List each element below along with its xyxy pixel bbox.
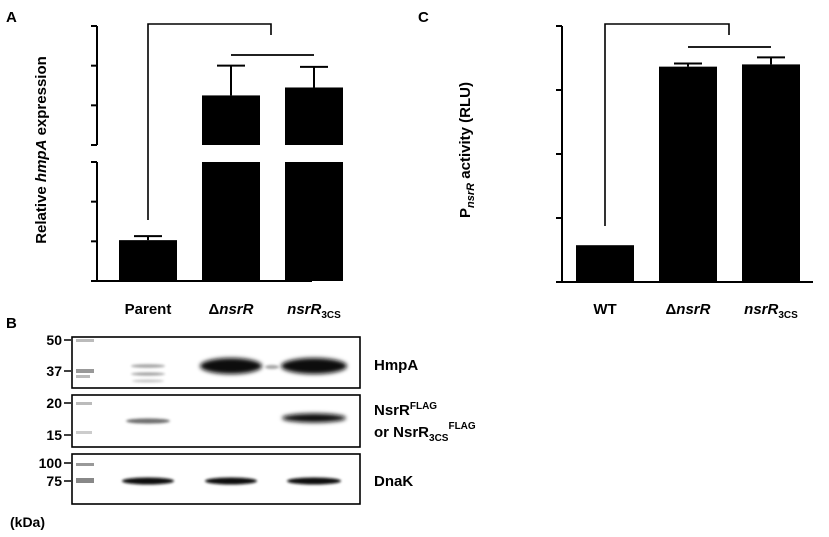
xlabel-main: nsrR [744, 301, 778, 318]
blot-band [205, 477, 257, 485]
chart-a-ylabel: Relative hmpA expression [33, 56, 50, 244]
chart-c-ylabel: PnsrR activity (RLU) [457, 82, 477, 218]
xlabel-main: WT [593, 301, 616, 318]
bar [576, 245, 634, 282]
blot-label-dnak: DnaK [374, 473, 413, 490]
blot-label-nsrr-3cs: or NsrR3CSFLAG [374, 421, 476, 444]
bar [202, 162, 260, 281]
blot-unit-label: (kDa) [10, 514, 45, 530]
hmpa-bands [131, 358, 347, 383]
marker-100: 100 [39, 455, 63, 471]
chart-c: PnsrR activity (RLU) WT ΔnsrR nsrR3CS [457, 23, 813, 321]
bar [202, 95, 260, 145]
chart-a-xlabel: Parent [125, 301, 172, 318]
ladder-band [76, 369, 94, 373]
bar [285, 162, 343, 281]
ladder-band [76, 339, 94, 342]
blot-band [282, 413, 346, 423]
chart-a-xlabel: ΔnsrR [209, 301, 254, 318]
panel-label-c: C [418, 9, 429, 26]
panel-label-b: B [6, 315, 17, 332]
marker-37: 37 [46, 363, 62, 379]
xlabel-main: nsrR [287, 301, 321, 318]
chart-c-xlabel: ΔnsrR [666, 301, 711, 318]
blot-band [265, 365, 279, 369]
chart-a-xlabel: nsrR3CS [287, 301, 341, 321]
blot-band [281, 358, 347, 374]
blot-label-hmpa: HmpA [374, 357, 418, 374]
xlabel-subscript: 3CS [778, 310, 798, 321]
xlabel-prefix: Δ [666, 301, 677, 318]
blot-band [131, 372, 165, 376]
xlabel-main: Parent [125, 301, 172, 318]
marker-50: 50 [46, 332, 62, 348]
bar [285, 87, 343, 145]
xlabel-main: nsrR [219, 301, 253, 318]
xlabel-subscript: 3CS [321, 310, 341, 321]
significance-bracket [604, 23, 730, 226]
bar [659, 66, 717, 282]
ladder-band [76, 431, 92, 434]
xlabel-prefix: Δ [209, 301, 220, 318]
ladder-band [76, 402, 92, 405]
blot-band [126, 418, 170, 424]
marker-75: 75 [46, 473, 62, 489]
western-blot: 50 37 HmpA 20 15 NsrRFLAG or NsrR3CSFLAG… [10, 332, 476, 530]
chart-c-xlabel: nsrR3CS [744, 301, 798, 321]
blot-band [132, 379, 164, 383]
significance-bracket [147, 23, 272, 220]
chart-a: Relative hmpA expression Parent ΔnsrR nsrR… [33, 23, 343, 321]
blot-band [200, 358, 262, 374]
blot-band [122, 477, 174, 485]
blot-band [287, 477, 341, 485]
blot-label-nsrr: NsrRFLAG [374, 401, 437, 419]
ladder-band [76, 463, 94, 466]
bar [742, 64, 800, 283]
chart-c-xlabel: WT [593, 301, 616, 318]
marker-20: 20 [46, 395, 62, 411]
ladder-band [76, 375, 90, 378]
panel-label-a: A [6, 9, 17, 26]
marker-15: 15 [46, 427, 62, 443]
ladder-band [76, 478, 94, 483]
bar [119, 240, 177, 281]
blot-band [131, 364, 165, 368]
xlabel-main: nsrR [676, 301, 710, 318]
